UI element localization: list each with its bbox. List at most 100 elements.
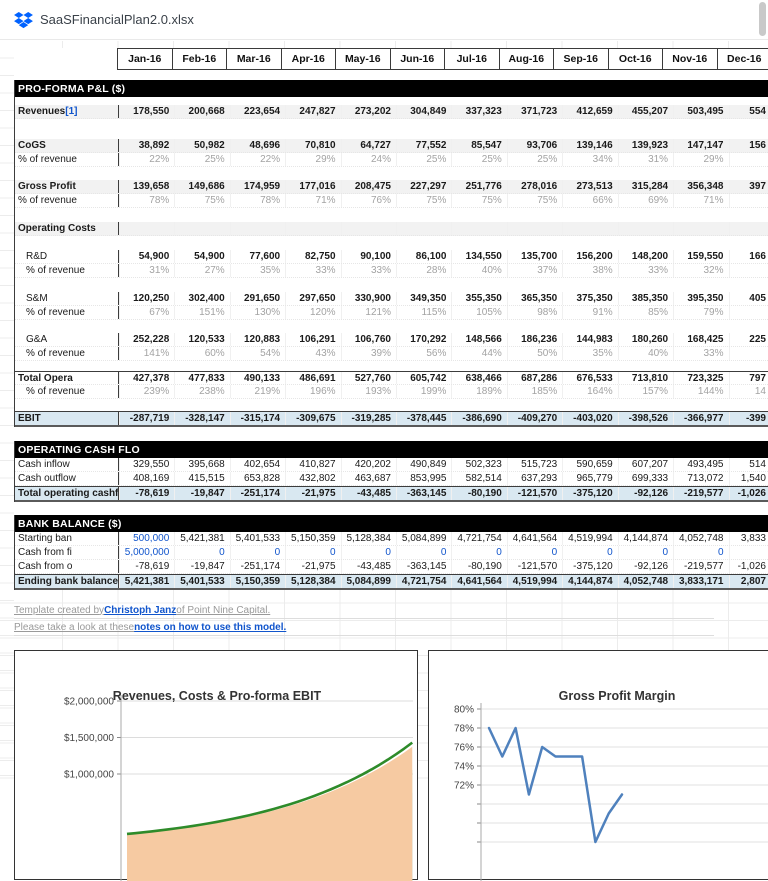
cell: 412,659 bbox=[562, 105, 617, 118]
cell: 144% bbox=[673, 385, 728, 398]
vertical-scrollbar-thumb[interactable] bbox=[759, 2, 766, 36]
cell: -1,026 bbox=[729, 560, 768, 573]
cell: 193% bbox=[341, 385, 396, 398]
cell: 0 bbox=[507, 546, 562, 559]
cell: 120,883 bbox=[230, 333, 285, 346]
column-header: Mar-16 bbox=[226, 48, 282, 70]
cell: 500,000 bbox=[119, 532, 174, 545]
cell: 405 bbox=[729, 292, 768, 305]
cell: 75% bbox=[507, 194, 562, 207]
row-label: Starting ban bbox=[15, 532, 119, 545]
cell: 64,727 bbox=[341, 139, 396, 152]
cell: -19,847 bbox=[174, 560, 229, 573]
cell: 186,236 bbox=[507, 333, 562, 346]
cell: 385,350 bbox=[618, 292, 673, 305]
cell: 527,760 bbox=[341, 372, 396, 384]
cell: -92,126 bbox=[618, 487, 673, 500]
cell bbox=[729, 546, 768, 559]
revenues-footnote-link[interactable]: [1] bbox=[65, 106, 77, 117]
row-label-text: Total Opera bbox=[18, 373, 73, 384]
cell bbox=[729, 153, 768, 166]
cell: 0 bbox=[618, 546, 673, 559]
cell: 135,700 bbox=[507, 250, 562, 263]
cell: 5,000,000 bbox=[119, 546, 174, 559]
cell: 0 bbox=[341, 546, 396, 559]
cell: 4,144,874 bbox=[618, 532, 673, 545]
cell: 139,923 bbox=[618, 139, 673, 152]
cell: 0 bbox=[230, 546, 285, 559]
cell: 27% bbox=[174, 264, 229, 277]
cell: 0 bbox=[451, 546, 506, 559]
cell: 0 bbox=[562, 546, 617, 559]
cell: 151% bbox=[174, 306, 229, 319]
column-header: Jan-16 bbox=[117, 48, 173, 70]
row-label-text: G&A bbox=[26, 334, 47, 345]
row-spacer bbox=[15, 167, 768, 180]
cell: 77,600 bbox=[230, 250, 285, 263]
cell: 25% bbox=[396, 153, 451, 166]
row-spacer bbox=[15, 278, 768, 292]
cell: 5,084,899 bbox=[396, 532, 451, 545]
cell: 60% bbox=[174, 347, 229, 360]
cell: 676,533 bbox=[562, 372, 617, 384]
cell: 582,514 bbox=[451, 472, 506, 485]
row-label-text: EBIT bbox=[18, 413, 41, 424]
table-row: Cash from o-78,619-19,847-251,174-21,975… bbox=[15, 560, 768, 574]
cell: 44% bbox=[451, 347, 506, 360]
cell: 86,100 bbox=[396, 250, 451, 263]
notes-link[interactable]: notes on how to use this model. bbox=[134, 622, 286, 633]
cell: 148,566 bbox=[451, 333, 506, 346]
cell: 3,833,171 bbox=[673, 575, 728, 588]
revenue-costs-ebit-plot: $2,000,000$1,500,000$1,000,000 bbox=[15, 651, 419, 881]
row-spacer bbox=[15, 320, 768, 333]
cell: 75% bbox=[451, 194, 506, 207]
cell: -251,174 bbox=[230, 487, 285, 500]
row-label-text: % of revenue bbox=[18, 195, 77, 206]
cell: 38,892 bbox=[119, 139, 174, 152]
cell: 355,350 bbox=[451, 292, 506, 305]
section-header: OPERATING CASH FLO bbox=[15, 441, 768, 458]
table-row: Total operating cashflo-78,619-19,847-25… bbox=[15, 486, 768, 502]
author-link[interactable]: Christoph Janz bbox=[104, 605, 176, 616]
cell: 91% bbox=[562, 306, 617, 319]
row-label: Cash inflow bbox=[15, 458, 119, 471]
cell: 375,350 bbox=[562, 292, 617, 305]
section-header: BANK BALANCE ($) bbox=[15, 515, 768, 532]
cell bbox=[729, 222, 768, 235]
row-label-text: % of revenue bbox=[26, 386, 85, 397]
cell: 35% bbox=[562, 347, 617, 360]
row-label: Total operating cashflo bbox=[15, 487, 119, 500]
cell: 157% bbox=[618, 385, 673, 398]
svg-text:72%: 72% bbox=[454, 781, 474, 792]
cell: -328,147 bbox=[174, 412, 229, 425]
row-label-text: R&D bbox=[26, 251, 47, 262]
cell: -19,847 bbox=[174, 487, 229, 500]
row-label-text: Total operating cashflo bbox=[18, 488, 119, 499]
row-label: CoGS bbox=[15, 139, 119, 152]
cell: 371,723 bbox=[507, 105, 562, 118]
cell: 168,425 bbox=[673, 333, 728, 346]
cell: 25% bbox=[507, 153, 562, 166]
cell: 71% bbox=[285, 194, 340, 207]
cell: 5,401,533 bbox=[174, 575, 229, 588]
cell bbox=[618, 222, 673, 235]
cell: 29% bbox=[285, 153, 340, 166]
cell: 120,533 bbox=[174, 333, 229, 346]
cell: 98% bbox=[507, 306, 562, 319]
cell: -375,120 bbox=[562, 487, 617, 500]
row-spacer bbox=[15, 97, 768, 105]
cell: 0 bbox=[285, 546, 340, 559]
cell: 638,466 bbox=[451, 372, 506, 384]
row-label: Operating Costs bbox=[15, 222, 119, 235]
cell: 75% bbox=[174, 194, 229, 207]
row-label: % of revenue bbox=[15, 306, 119, 319]
cell: 28% bbox=[396, 264, 451, 277]
cell bbox=[562, 222, 617, 235]
cell: 29% bbox=[673, 153, 728, 166]
